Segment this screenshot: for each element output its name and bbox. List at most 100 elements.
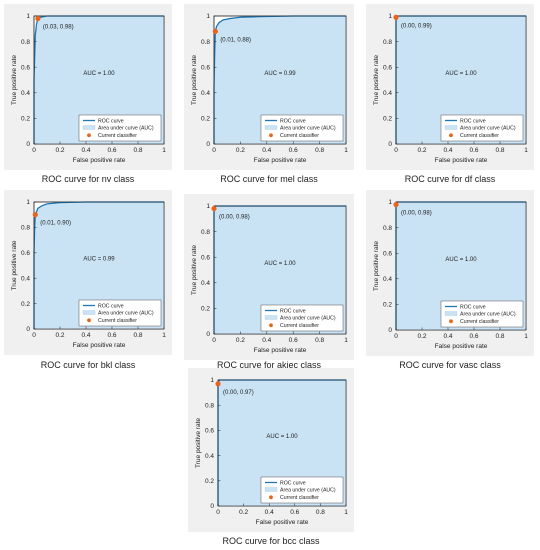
- x-tick-label: 0.6: [469, 147, 478, 154]
- x-axis-label: False positive rate: [435, 157, 488, 164]
- x-tick-label: 0: [32, 332, 36, 339]
- chart-caption-mel: ROC curve for mel class: [220, 174, 318, 184]
- y-tick-label: 0: [206, 331, 210, 338]
- axes-frame: [33, 201, 165, 330]
- point-label: (0.00, 0.97): [223, 390, 254, 396]
- legend-item-area: Area under curve (AUC): [280, 488, 336, 494]
- legend-area-swatch: [82, 310, 96, 315]
- x-axis-label: False positive rate: [254, 347, 307, 354]
- y-tick-label: 0.6: [383, 250, 392, 257]
- chart-caption-akiec: ROC curve for akiec class: [216, 360, 322, 370]
- chart-caption-vasc: ROC curve for vasc class: [399, 360, 501, 370]
- auc-area: [396, 16, 526, 144]
- y-tick-label: 0.8: [21, 225, 30, 232]
- legend-item-area: Area under curve (AUC): [460, 312, 516, 318]
- roc-panel-bcc: 0 0.2 0.4 0.6 0.8 1 0 0.2 0.4 0.6 0.8 1 False positi…: [188, 368, 354, 532]
- roc-curve-line: [213, 15, 346, 144]
- axes-frame: [213, 15, 347, 145]
- legend-item-area: Area under curve (AUC): [280, 316, 336, 322]
- auc-value-label: AUC = 1.00: [445, 71, 477, 77]
- legend-item-roc: ROC curve: [280, 480, 306, 486]
- legend-area-swatch: [82, 125, 96, 130]
- x-tick-label: 0.2: [239, 509, 248, 516]
- legend-point-swatch: [449, 133, 453, 138]
- y-tick-label: 0: [26, 141, 30, 148]
- legend-point-swatch: [449, 319, 453, 324]
- y-axis-label: True positive rate: [191, 245, 198, 295]
- x-tick-label: 0.6: [107, 147, 116, 154]
- legend-point-swatch: [269, 495, 273, 500]
- x-tick-label: 0.4: [262, 147, 271, 154]
- legend-item-roc: ROC curve: [460, 304, 486, 310]
- legend-area-swatch: [264, 315, 278, 320]
- y-axis-label: True positive rate: [191, 55, 198, 105]
- x-tick-label: 0.8: [316, 509, 325, 516]
- x-tick-label: 0: [212, 147, 216, 154]
- roc-curve-line: [33, 201, 164, 329]
- x-tick-label: 0.4: [265, 509, 274, 516]
- x-axis-label: False positive rate: [73, 342, 126, 349]
- y-tick-label: 0.2: [383, 302, 392, 309]
- legend-item-current: Current classifier: [280, 133, 319, 139]
- legend-area-swatch: [444, 311, 458, 316]
- x-tick-label: 0: [32, 147, 36, 154]
- legend-item-area: Area under curve (AUC): [280, 126, 336, 132]
- auc-value-label: AUC = 1.00: [264, 261, 296, 267]
- legend-item-roc: ROC curve: [460, 118, 486, 124]
- x-axis-label: False positive rate: [73, 157, 126, 164]
- point-label: (0.03, 0.98): [43, 25, 74, 31]
- legend-item-area: Area under curve (AUC): [98, 311, 154, 317]
- legend-item-current: Current classifier: [98, 133, 137, 139]
- point-label: (0.01, 0.90): [40, 221, 71, 227]
- auc-area: [34, 202, 164, 329]
- x-tick-label: 0: [394, 147, 398, 154]
- y-tick-label: 0.2: [21, 301, 30, 308]
- auc-area: [214, 16, 346, 144]
- current-classifier-point: [35, 15, 41, 22]
- y-tick-label: 0.2: [21, 116, 30, 123]
- legend-item-current: Current classifier: [280, 323, 319, 329]
- y-tick-label: 0.4: [383, 276, 392, 283]
- axes-frame: [213, 205, 347, 335]
- y-tick-label: 1: [26, 13, 30, 20]
- y-tick-label: 1: [26, 199, 30, 206]
- y-tick-label: 0.8: [21, 39, 30, 46]
- auc-value-label: AUC = 0.99: [83, 256, 115, 262]
- y-tick-label: 0.4: [383, 90, 392, 97]
- y-tick-label: 1: [206, 203, 210, 210]
- roc-chart: 0 0.2 0.4 0.6 0.8 1 0 0.2 0.4 0.6 0.8 1 False positi…: [366, 190, 534, 356]
- x-tick-label: 0.6: [289, 337, 298, 344]
- roc-panel-bkl: 0 0.2 0.4 0.6 0.8 1 0 0.2 0.4 0.6 0.8 1 False positi…: [4, 190, 172, 355]
- point-label: (0.00, 0.98): [219, 215, 250, 221]
- x-tick-label: 0.4: [81, 147, 90, 154]
- y-axis-label: True positive rate: [195, 418, 202, 468]
- roc-panel-nv: 0 0.2 0.4 0.6 0.8 1 0 0.2 0.4 0.6 0.8 1 False positi…: [4, 4, 172, 170]
- x-axis-label: False positive rate: [254, 157, 307, 164]
- legend-point-swatch: [87, 133, 91, 138]
- y-tick-label: 0.8: [201, 229, 210, 236]
- y-axis-label: True positive rate: [373, 241, 380, 291]
- roc-chart: 0 0.2 0.4 0.6 0.8 1 0 0.2 0.4 0.6 0.8 1 False positi…: [184, 194, 354, 360]
- legend-item-roc: ROC curve: [98, 118, 124, 124]
- y-tick-label: 1: [388, 13, 392, 20]
- auc-area: [34, 16, 164, 144]
- y-tick-label: 0: [388, 141, 392, 148]
- y-tick-label: 0.2: [201, 116, 210, 123]
- x-tick-label: 0.8: [315, 147, 324, 154]
- roc-chart: 0 0.2 0.4 0.6 0.8 1 0 0.2 0.4 0.6 0.8 1 False positi…: [366, 4, 534, 170]
- axes-frame: [395, 201, 527, 331]
- current-classifier-point: [393, 201, 399, 208]
- current-classifier-point: [32, 212, 38, 218]
- point-label: (0.00, 0.99): [401, 23, 432, 29]
- y-tick-label: 0.4: [21, 90, 30, 97]
- x-tick-label: 0.2: [236, 337, 245, 344]
- chart-caption-bkl: ROC curve for bkl class: [40, 360, 136, 370]
- x-tick-label: 1: [524, 333, 528, 340]
- x-tick-label: 0: [216, 509, 220, 516]
- legend-area-swatch: [264, 487, 278, 492]
- x-tick-label: 1: [162, 147, 166, 154]
- x-tick-label: 0.4: [262, 337, 271, 344]
- legend-area-swatch: [444, 125, 458, 130]
- legend-area-swatch: [264, 125, 278, 130]
- y-tick-label: 0.2: [205, 478, 214, 485]
